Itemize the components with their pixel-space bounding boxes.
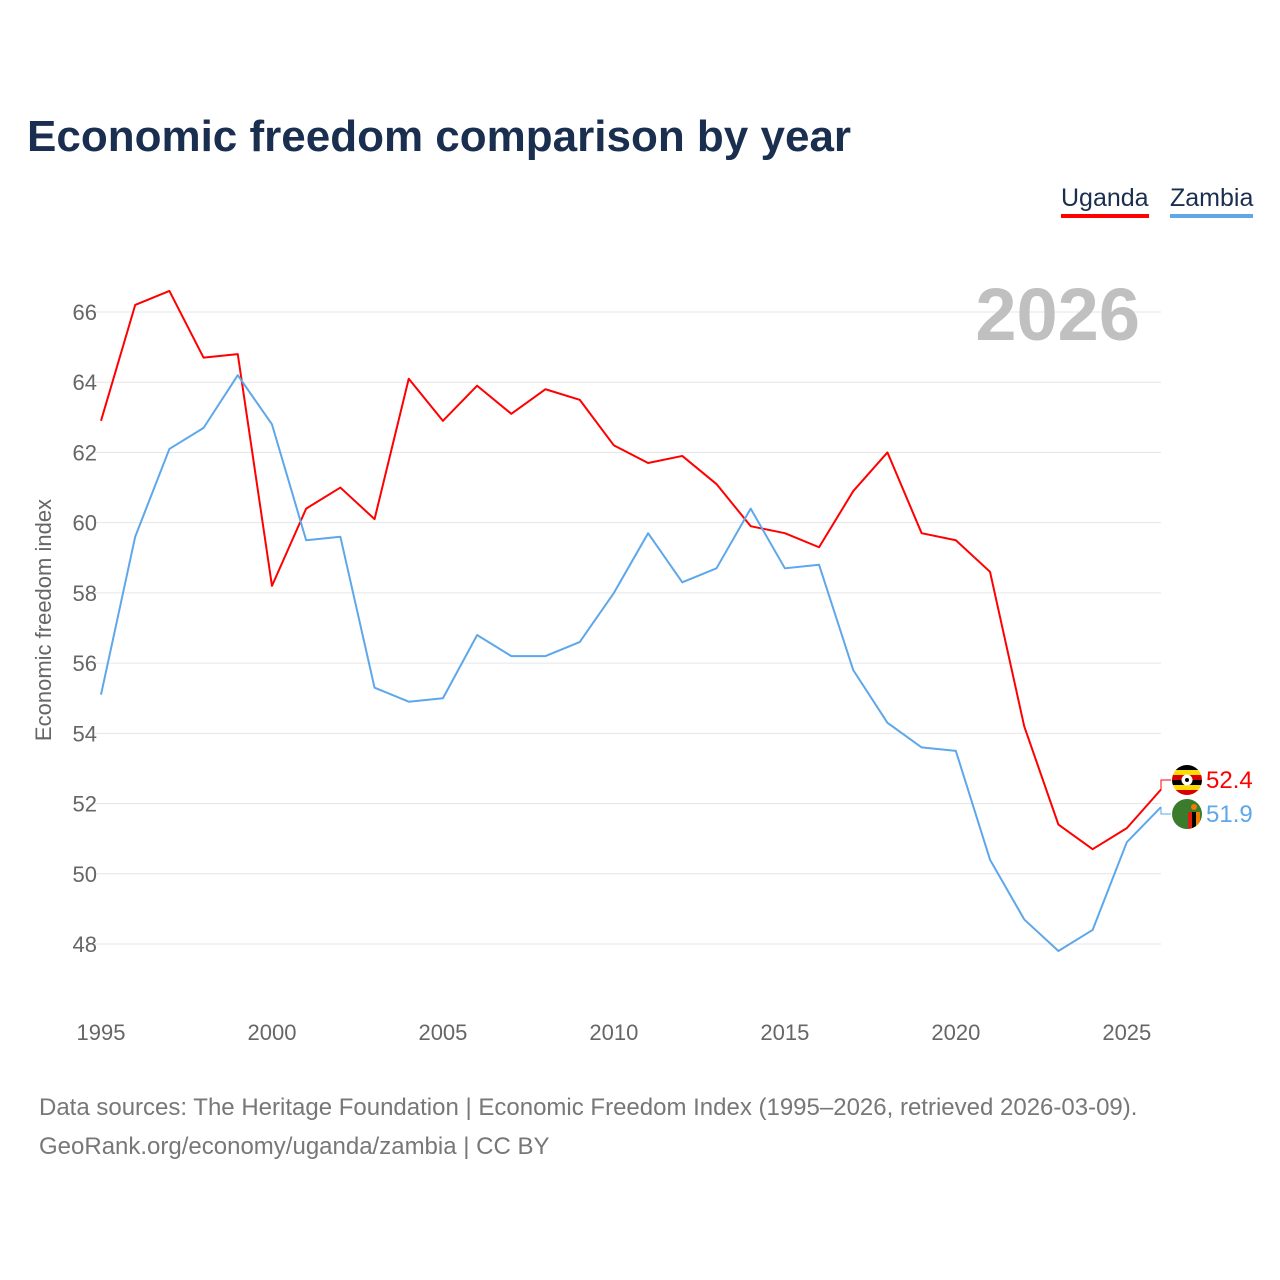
x-tick-label: 1995 [77, 1020, 126, 1045]
x-tick-label: 2010 [589, 1020, 638, 1045]
source-link[interactable]: GeoRank.org/economy/uganda/zambia | CC B… [39, 1133, 550, 1160]
flag-body [1172, 799, 1202, 829]
chart-title: Economic freedom comparison by year [27, 112, 852, 161]
y-tick-label: 52 [73, 792, 97, 817]
leader-line [1160, 779, 1171, 790]
y-tick-label: 62 [73, 440, 97, 465]
y-tick-label: 54 [73, 721, 97, 746]
flag-stripe [1172, 765, 1202, 771]
x-tick-label: 2015 [760, 1020, 809, 1045]
y-tick-label: 58 [73, 581, 97, 606]
flag-eagle [1191, 804, 1197, 810]
zambia-flag-icon [1172, 799, 1202, 829]
y-tick-label: 60 [73, 511, 97, 536]
y-tick-label: 64 [73, 370, 97, 395]
flag-bird [1185, 778, 1189, 782]
flag-stripe [1196, 812, 1200, 829]
flag-stripe [1192, 812, 1196, 829]
legend-zambia[interactable]: Zambia [1170, 184, 1254, 218]
x-tick-label: 2020 [931, 1020, 980, 1045]
end-value-label: 52.4 [1206, 767, 1253, 794]
uganda-flag-icon [1172, 765, 1202, 795]
y-tick-label: 48 [73, 932, 97, 957]
x-tick-label: 2025 [1102, 1020, 1151, 1045]
y-tick-label: 56 [73, 651, 97, 676]
end-value-label: 51.9 [1206, 801, 1253, 828]
x-tick-label: 2000 [247, 1020, 296, 1045]
flag-stripe [1172, 770, 1202, 776]
series-line-uganda [100, 289, 1162, 851]
y-tick-label: 66 [73, 300, 97, 325]
flag-stripe [1172, 785, 1202, 791]
flag-stripe [1188, 812, 1192, 829]
flag-stripe [1172, 790, 1202, 795]
y-axis-label: Economic freedom index [31, 499, 56, 741]
y-tick-label: 50 [73, 862, 97, 887]
leader-line [1160, 807, 1171, 815]
legend-uganda[interactable]: Uganda [1061, 184, 1149, 218]
source-footer: Data sources: The Heritage Foundation | … [39, 1088, 1137, 1166]
flag-body [1172, 765, 1202, 795]
source-line: Data sources: The Heritage Foundation | … [39, 1094, 1138, 1121]
x-tick-label: 2005 [418, 1020, 467, 1045]
series-line-zambia [100, 374, 1162, 953]
year-watermark: 2026 [975, 273, 1140, 356]
